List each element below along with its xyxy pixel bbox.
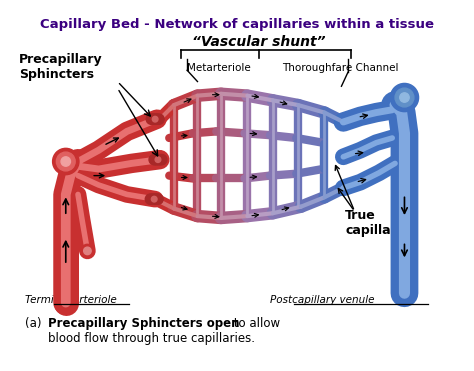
Circle shape: [152, 116, 158, 122]
Circle shape: [151, 196, 157, 202]
Text: True
capillaries: True capillaries: [345, 209, 417, 237]
Circle shape: [81, 244, 94, 257]
Circle shape: [150, 114, 160, 124]
Circle shape: [395, 88, 414, 107]
Text: to allow: to allow: [230, 317, 281, 330]
Circle shape: [61, 157, 71, 166]
Circle shape: [145, 194, 155, 204]
Text: Postcapillary venule: Postcapillary venule: [270, 295, 374, 305]
Circle shape: [153, 194, 163, 204]
Circle shape: [155, 157, 161, 162]
Text: (a): (a): [25, 317, 49, 330]
Text: Precapillary Sphincters open: Precapillary Sphincters open: [48, 317, 239, 330]
Circle shape: [149, 154, 159, 165]
Text: blood flow through true capillaries.: blood flow through true capillaries.: [48, 332, 255, 345]
Circle shape: [146, 114, 156, 124]
Circle shape: [156, 154, 167, 165]
Circle shape: [155, 154, 165, 165]
Text: Terminal arteriole: Terminal arteriole: [25, 295, 117, 305]
Circle shape: [153, 154, 163, 165]
Circle shape: [151, 154, 161, 165]
Circle shape: [154, 114, 164, 124]
Circle shape: [149, 194, 159, 204]
Circle shape: [151, 194, 161, 204]
Text: Capillary Bed - Network of capillaries within a tissue: Capillary Bed - Network of capillaries w…: [40, 19, 434, 32]
Circle shape: [147, 194, 157, 204]
Circle shape: [53, 148, 79, 175]
Circle shape: [152, 114, 162, 124]
Text: “Vascular shunt”: “Vascular shunt”: [192, 36, 325, 49]
Circle shape: [391, 83, 419, 112]
Text: Thoroughfare Channel: Thoroughfare Channel: [282, 63, 399, 73]
Circle shape: [148, 114, 158, 124]
Text: Metarteriole: Metarteriole: [187, 63, 251, 73]
Circle shape: [400, 93, 409, 102]
Text: Precapillary
Sphincters: Precapillary Sphincters: [19, 53, 102, 81]
Circle shape: [83, 247, 91, 255]
Circle shape: [56, 152, 75, 171]
